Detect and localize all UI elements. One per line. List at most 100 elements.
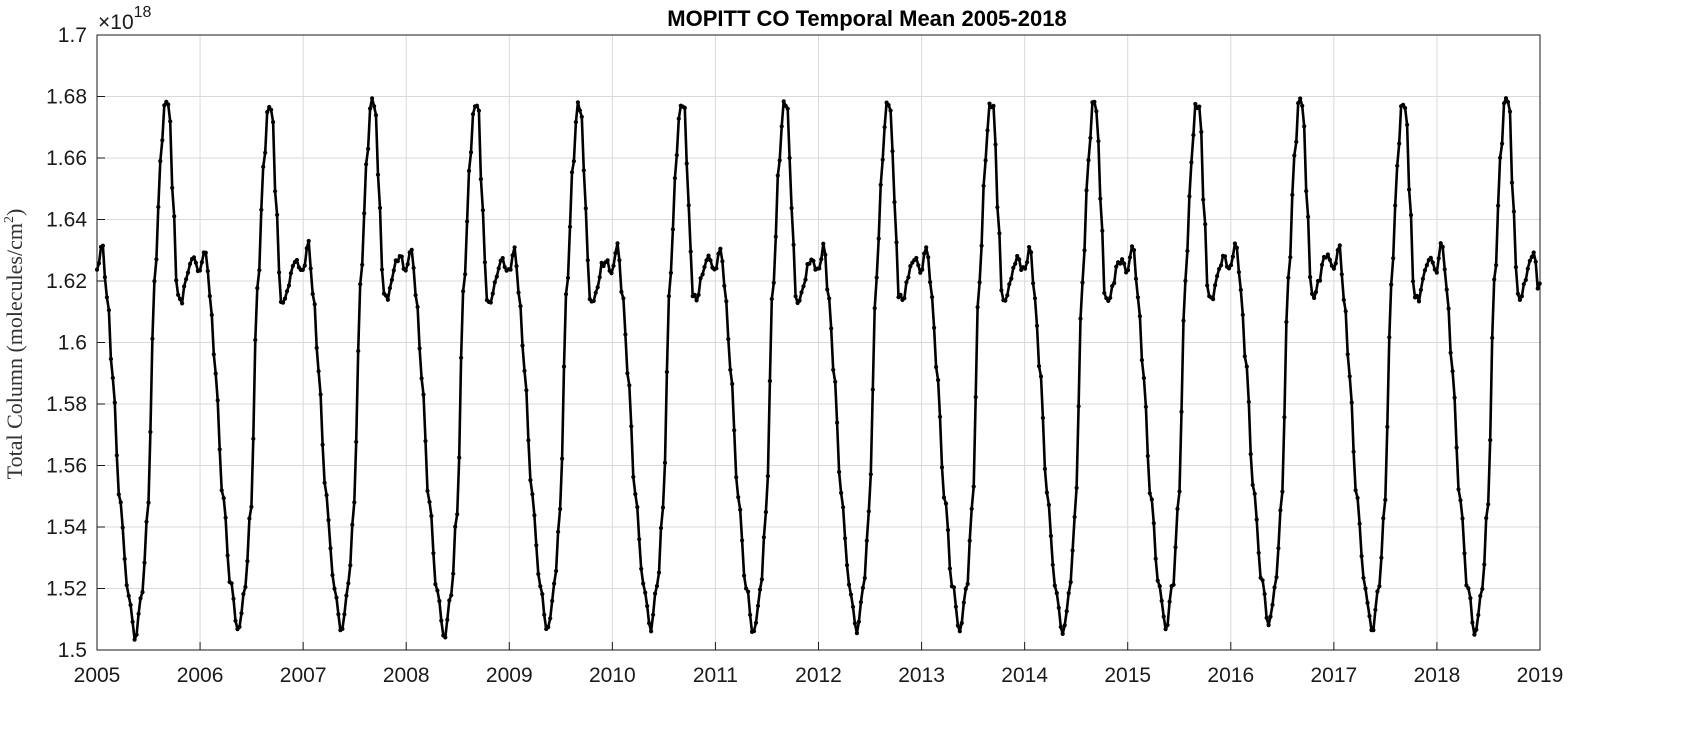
data-point — [245, 559, 250, 564]
data-point — [1252, 491, 1257, 496]
x-tick-label: 2014 — [1001, 664, 1048, 687]
data-point — [892, 200, 897, 205]
data-point — [597, 275, 602, 280]
data-point — [417, 346, 422, 351]
data-point — [922, 251, 927, 256]
data-point — [1232, 241, 1237, 246]
data-point — [310, 291, 315, 297]
data-point — [203, 250, 208, 255]
data-point — [1040, 415, 1045, 420]
data-point — [1294, 139, 1299, 144]
data-point — [1005, 293, 1010, 298]
data-point — [540, 592, 545, 597]
data-point — [184, 277, 189, 282]
data-point — [205, 269, 210, 274]
x-tick-label: 2007 — [280, 664, 327, 687]
data-point — [1414, 293, 1420, 298]
data-point — [1159, 598, 1164, 604]
data-point — [286, 283, 292, 288]
data-point — [1513, 265, 1518, 270]
data-point — [1442, 267, 1447, 272]
data-point — [1064, 609, 1069, 614]
data-point — [961, 600, 966, 605]
data-point — [1058, 624, 1063, 630]
data-point — [744, 586, 749, 591]
y-axis-label-close: ) — [2, 209, 27, 216]
data-point — [1228, 263, 1234, 268]
data-point — [1171, 582, 1176, 587]
data-point — [1365, 600, 1370, 606]
data-point — [213, 371, 218, 376]
x-tick-label: 2010 — [589, 664, 636, 687]
data-point — [936, 378, 941, 383]
data-point — [785, 106, 790, 111]
data-point — [934, 365, 939, 370]
data-point — [1456, 487, 1461, 492]
data-point — [558, 506, 563, 512]
y-tick-label: 1.6 — [58, 332, 87, 355]
data-point — [1496, 203, 1501, 208]
data-point — [1088, 135, 1093, 141]
data-point — [862, 575, 867, 581]
data-point — [556, 529, 561, 534]
data-point — [1363, 586, 1368, 591]
data-point — [168, 119, 173, 124]
data-point — [457, 455, 462, 460]
data-point — [548, 616, 553, 621]
data-point — [993, 142, 998, 147]
data-point — [1098, 196, 1103, 201]
data-point — [455, 512, 460, 517]
data-point — [253, 337, 258, 343]
data-point — [567, 224, 573, 229]
data-point — [237, 624, 242, 630]
data-point — [811, 258, 816, 263]
data-point — [395, 259, 400, 264]
data-point — [372, 104, 377, 109]
x-axis-ticks: 2005 2006 2007 2008 2009 2010 2011 2012 2013 2014… — [74, 642, 1563, 687]
data-point — [1131, 248, 1137, 253]
data-point — [991, 103, 996, 108]
y-tick-label: 1.66 — [46, 147, 87, 170]
data-point — [878, 182, 883, 187]
data-point — [1082, 248, 1087, 253]
data-point — [508, 267, 513, 272]
data-point — [122, 556, 127, 562]
data-point — [358, 282, 363, 287]
data-point — [601, 263, 606, 269]
data-point — [134, 632, 139, 637]
data-point — [1120, 257, 1125, 262]
data-point — [916, 263, 921, 268]
data-point — [599, 260, 604, 265]
data-point — [368, 106, 373, 111]
data-point — [1395, 163, 1400, 168]
data-point — [1488, 438, 1493, 443]
data-point — [1500, 141, 1505, 146]
data-point — [635, 505, 640, 510]
data-point — [617, 258, 622, 263]
data-point — [126, 593, 131, 598]
data-point — [585, 258, 590, 263]
data-point — [342, 612, 347, 617]
data-point — [864, 538, 869, 543]
data-point — [510, 253, 515, 258]
data-point — [643, 590, 648, 595]
data-point — [150, 336, 155, 341]
data-point — [233, 618, 238, 623]
data-point — [789, 206, 794, 211]
data-point — [1272, 585, 1277, 590]
data-point — [1250, 482, 1255, 488]
data-point — [928, 280, 933, 285]
data-point — [742, 573, 747, 578]
data-point — [375, 172, 381, 177]
data-point — [684, 161, 689, 166]
data-point — [1450, 369, 1455, 374]
data-point — [275, 212, 280, 217]
data-point — [1278, 508, 1283, 513]
data-point — [1270, 602, 1275, 607]
y-tick-label: 1.62 — [46, 270, 87, 293]
data-point — [825, 287, 830, 292]
data-point — [476, 108, 481, 113]
data-point — [945, 527, 951, 533]
data-point — [1389, 282, 1394, 287]
data-point — [423, 438, 428, 444]
